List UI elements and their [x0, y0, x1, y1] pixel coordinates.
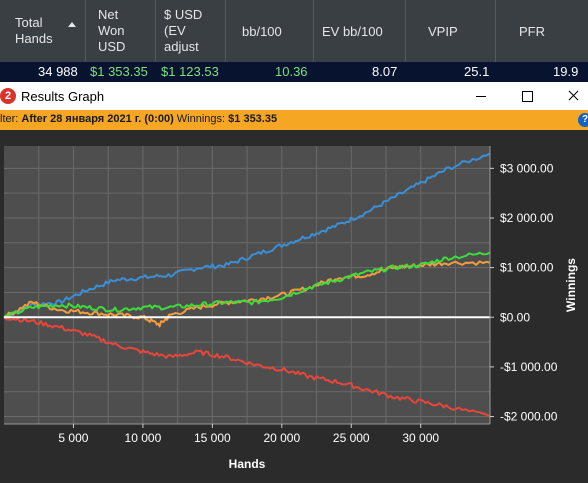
- cell-net-won: $1 353.35: [90, 64, 148, 79]
- y-tick-label: -$1 000.00: [500, 360, 558, 374]
- minimize-button[interactable]: [458, 82, 504, 110]
- stats-table-header: Total Hands Net Won USD $ USD (EV adjust…: [0, 0, 588, 62]
- x-tick-label: 15 000: [194, 431, 231, 445]
- cell-vpip: 25.1: [464, 64, 490, 79]
- close-button[interactable]: [550, 82, 588, 110]
- cell-ev-adjusted: $1 123.53: [161, 64, 219, 79]
- cell-bb100: 10.36: [275, 64, 308, 79]
- x-tick-label: 30 000: [402, 431, 439, 445]
- filter-text: lter: After 28 января 2021 г. (0:00) Win…: [0, 113, 278, 125]
- x-tick-label: 10 000: [125, 431, 162, 445]
- cell-ev-bb100: 8.07: [372, 64, 398, 79]
- header-ev-adjusted[interactable]: $ USD (EV adjust: [156, 0, 226, 62]
- x-tick-label: 25 000: [333, 431, 370, 445]
- results-graph: 5 000 10 000 15 000 20 000 25 000 30 000 $3 0…: [0, 130, 588, 478]
- y-tick-label: $2 000.00: [500, 211, 554, 225]
- x-tick-label: 20 000: [263, 431, 300, 445]
- window-titlebar[interactable]: 2 Results Graph: [0, 82, 588, 110]
- x-axis-ticks: 5 000 10 000 15 000 20 000 25 000 30 000: [4, 423, 490, 445]
- y-tick-label: -$2 000.00: [500, 410, 558, 424]
- series-line-1: [3, 152, 491, 319]
- y-axis-ticks: $3 000.00 $2 000.00 $1 000.00 $0.00 -$1 000.…: [489, 146, 558, 424]
- window-title: Results Graph: [21, 89, 105, 104]
- sort-ascending-icon: [68, 22, 76, 27]
- y-tick-label: $1 000.00: [500, 261, 554, 275]
- header-total-hands[interactable]: Total Hands: [0, 0, 86, 62]
- series-line-3: [3, 251, 491, 319]
- results-chart: 5 000 10 000 15 000 20 000 25 000 30 000 $3 0…: [3, 146, 578, 471]
- header-pfr[interactable]: PFR: [519, 24, 545, 39]
- header-ev-bb100[interactable]: EV bb/100: [314, 0, 406, 62]
- maximize-button[interactable]: [504, 82, 550, 110]
- header-vpip[interactable]: VPIP: [406, 0, 496, 62]
- header-net-won[interactable]: Net Won USD: [86, 0, 156, 62]
- series-lines: [3, 152, 491, 418]
- y-axis-label: Winnings: [564, 258, 578, 312]
- series-line-4: [3, 316, 491, 418]
- y-tick-label: $3 000.00: [500, 161, 554, 175]
- filter-winnings-value: $1 353.35: [228, 113, 278, 125]
- cell-pfr: 19.9: [553, 64, 579, 79]
- x-axis-label: Hands: [229, 457, 266, 471]
- y-tick-label: $0.00: [500, 310, 530, 324]
- stats-row[interactable]: 34 988 $1 353.35 $1 123.53 10.36 8.07 25…: [0, 62, 588, 82]
- cell-total-hands: 34 988: [38, 64, 78, 79]
- app-logo-icon: 2: [0, 88, 16, 104]
- header-bb100[interactable]: bb/100: [226, 0, 314, 62]
- x-tick-label: 5 000: [58, 431, 88, 445]
- help-icon[interactable]: ?: [578, 113, 588, 127]
- filter-condition: After 28 января 2021 г. (0:00): [21, 113, 174, 125]
- filter-bar[interactable]: lter: After 28 января 2021 г. (0:00) Win…: [0, 110, 588, 130]
